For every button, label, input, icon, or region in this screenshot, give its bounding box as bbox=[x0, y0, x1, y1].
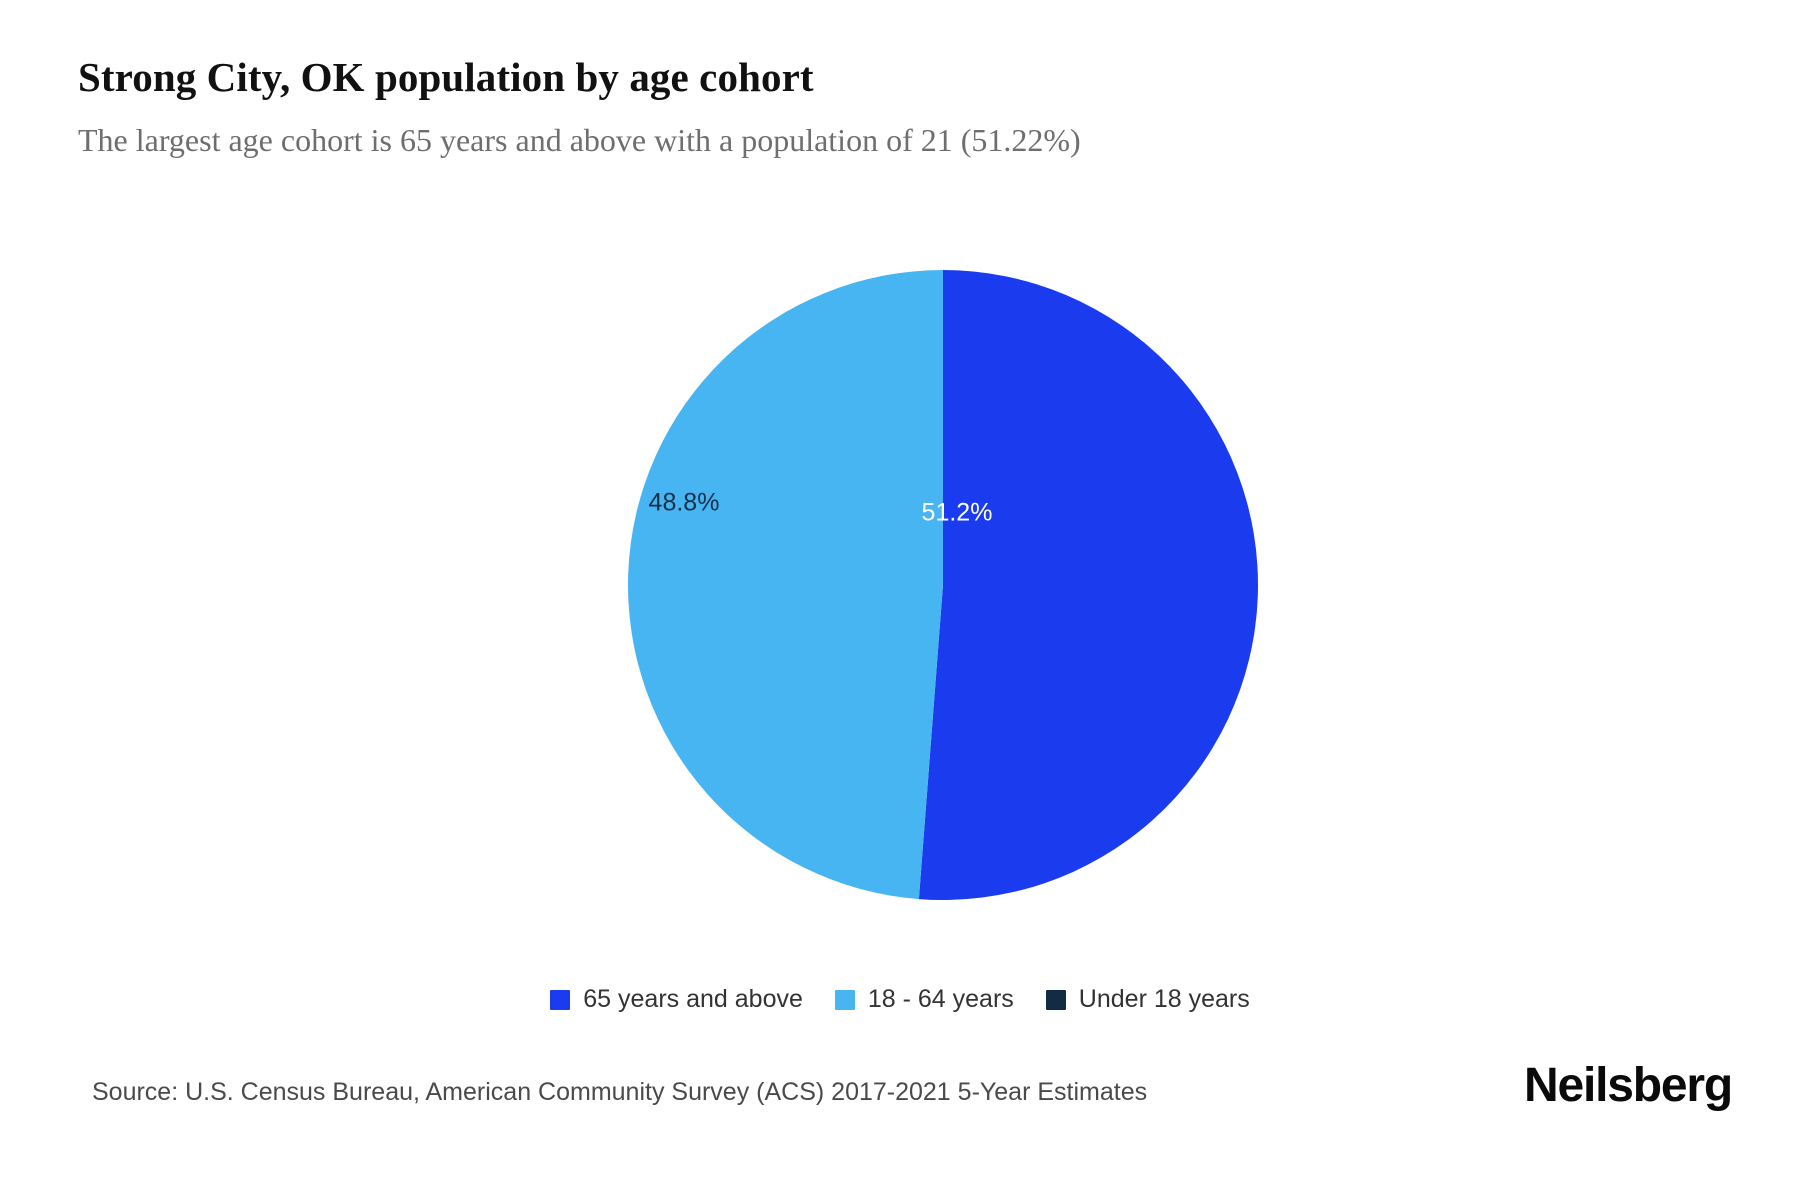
legend-swatch-icon bbox=[834, 989, 855, 1010]
pie-chart-svg: 51.2% 48.8% bbox=[628, 270, 1258, 900]
source-note: Source: U.S. Census Bureau, American Com… bbox=[92, 1078, 1148, 1106]
chart-subtitle: The largest age cohort is 65 years and a… bbox=[78, 122, 1081, 158]
pie-slice-65-years-and-above[interactable] bbox=[918, 270, 1258, 900]
chart-legend: 65 years and above 18 - 64 years Under 1… bbox=[0, 985, 1800, 1014]
page-title: Strong City, OK population by age cohort bbox=[78, 54, 814, 100]
legend-swatch-icon bbox=[550, 989, 571, 1010]
legend-swatch-icon bbox=[1045, 989, 1066, 1010]
pie-slice-18-64-years[interactable] bbox=[628, 270, 943, 900]
legend-item-65-years-and-above[interactable]: 65 years and above bbox=[550, 985, 803, 1014]
pie-slice-label-65-years-and-above: 51.2% bbox=[922, 499, 993, 527]
legend-label: 18 - 64 years bbox=[867, 985, 1014, 1013]
legend-label: 65 years and above bbox=[583, 985, 803, 1013]
legend-label: Under 18 years bbox=[1078, 985, 1250, 1013]
brand-logo: Neilsberg bbox=[1524, 1059, 1733, 1112]
pie-chart: 51.2% 48.8% bbox=[628, 270, 1258, 900]
legend-item-under-18-years[interactable]: Under 18 years bbox=[1045, 985, 1250, 1014]
legend-item-18-64-years[interactable]: 18 - 64 years bbox=[834, 985, 1014, 1014]
pie-slice-label-18-64-years: 48.8% bbox=[649, 489, 720, 517]
